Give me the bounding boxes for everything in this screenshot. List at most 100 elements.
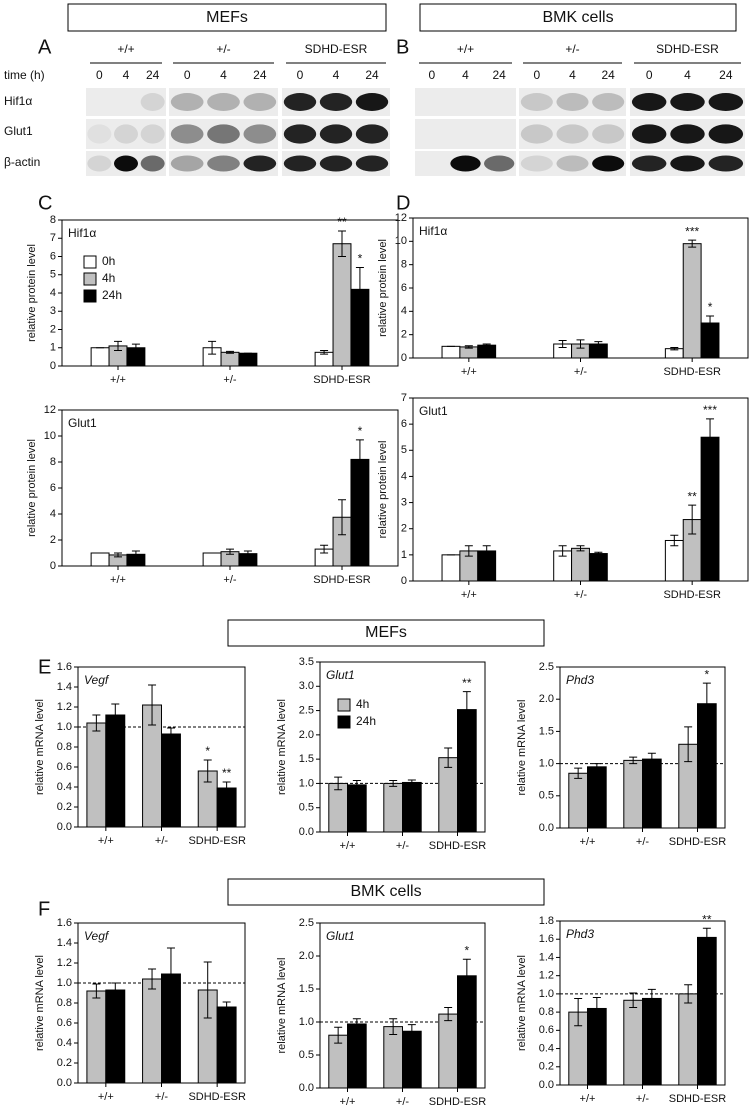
panel-label: F (38, 898, 50, 920)
chart-title: Glut1 (326, 668, 355, 682)
genotype-label: +/- (216, 42, 230, 56)
error-bar (629, 756, 638, 765)
y-tick-label: 8 (50, 456, 56, 468)
genotype-label: SDHD-ESR (305, 42, 368, 56)
y-tick-label: 8 (50, 214, 56, 226)
y-tick-label: 3 (50, 305, 56, 317)
y-tick-label: 1.0 (539, 758, 554, 770)
legend-label: 24h (356, 714, 376, 728)
y-tick-label: 0 (401, 352, 407, 364)
x-tick-label: SDHD-ESR (429, 840, 487, 852)
y-tick-label: 0.2 (57, 801, 72, 813)
error-bar (114, 552, 122, 558)
error-bar (203, 759, 212, 783)
x-tick-label: SDHD-ESR (188, 1091, 246, 1103)
y-tick-label: 0.0 (539, 822, 554, 834)
y-tick-label: 1 (401, 549, 407, 561)
chart-title: Hif1α (68, 226, 96, 240)
y-tick-label: 1.5 (299, 753, 314, 765)
blot-band (207, 93, 240, 111)
chart-title: Glut1 (68, 416, 97, 430)
chart-title: Vegf (84, 929, 110, 943)
y-tick-label: 1.2 (539, 970, 554, 982)
blot-band (592, 155, 625, 172)
error-bar (352, 780, 361, 790)
y-tick-label: 0.0 (539, 1079, 554, 1091)
bar (678, 993, 698, 1086)
x-tick-label: +/- (396, 840, 409, 852)
time-tick: 0 (646, 68, 653, 82)
bar (441, 345, 461, 359)
y-tick-label: 0.6 (539, 1024, 554, 1036)
bar (105, 989, 126, 1084)
error-bar (702, 927, 711, 948)
bar (682, 243, 702, 359)
error-bar (355, 266, 364, 312)
blot-band (207, 124, 240, 144)
error-bar (114, 340, 122, 351)
x-tick-label: +/- (223, 574, 236, 586)
x-tick-label: +/+ (461, 366, 477, 378)
y-tick-label: 6 (50, 482, 56, 494)
blot-band (170, 124, 204, 144)
error-bar (702, 682, 711, 725)
time-tick: 24 (719, 68, 733, 82)
error-bar (243, 550, 252, 557)
error-bar (444, 1006, 453, 1022)
y-tick-label: 1.5 (539, 725, 554, 737)
error-bar (320, 544, 329, 554)
bar (642, 997, 662, 1086)
blot-band (670, 155, 705, 172)
error-bar (706, 418, 715, 457)
header-box (67, 3, 387, 32)
bar (90, 552, 110, 567)
error-bar (647, 752, 656, 766)
y-tick-label: 4 (50, 508, 56, 520)
error-bar (92, 983, 101, 999)
blot-band (708, 155, 744, 172)
x-tick-label: SDHD-ESR (429, 1096, 487, 1108)
error-bar (389, 780, 398, 787)
error-bar (226, 350, 234, 354)
error-bar (558, 340, 567, 348)
y-tick-label: 1.6 (539, 933, 554, 945)
y-tick-label: 2.0 (539, 693, 554, 705)
error-bar (482, 343, 491, 347)
blot-band (87, 124, 112, 144)
y-tick-label: 1.4 (57, 681, 72, 693)
legend-label: 4h (356, 697, 369, 711)
error-bar (594, 341, 603, 347)
error-bar (629, 992, 638, 1009)
y-tick-label: 0.0 (299, 1082, 314, 1094)
bar (216, 1006, 237, 1084)
blot-band (708, 124, 744, 144)
y-tick-label: 1.2 (57, 701, 72, 713)
blot-strip (86, 119, 166, 149)
chart-title: Glut1 (326, 929, 355, 943)
error-bar (208, 340, 217, 355)
blot-band (520, 93, 553, 111)
error-bar (407, 1024, 416, 1039)
error-bar (148, 968, 157, 990)
y-tick-label: 2.0 (299, 729, 314, 741)
error-bar (131, 550, 140, 559)
error-bar (688, 239, 697, 248)
error-bar (670, 534, 679, 547)
y-tick-label: 7 (401, 392, 407, 404)
significance-label: * (465, 943, 470, 957)
y-tick-label: 2 (50, 534, 56, 546)
x-tick-label: SDHD-ESR (313, 574, 371, 586)
y-tick-label: 12 (395, 212, 407, 224)
error-bar (338, 499, 346, 536)
significance-label: ** (462, 676, 472, 690)
y-axis-label: relative mRNA level (34, 699, 46, 795)
y-tick-label: 0 (50, 360, 56, 372)
legend-swatch (337, 698, 351, 712)
blot-band (140, 93, 165, 111)
error-bar (320, 349, 329, 355)
header-box (227, 878, 545, 906)
blot-band (140, 124, 165, 144)
x-tick-label: SDHD-ESR (663, 589, 721, 601)
error-bar (462, 691, 471, 729)
